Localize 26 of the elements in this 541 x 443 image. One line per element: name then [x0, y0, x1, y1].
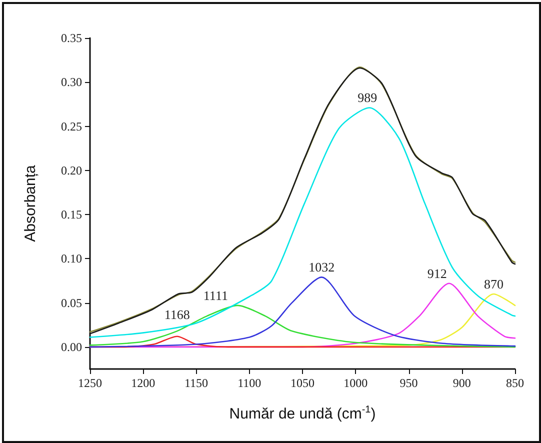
x-tick-label: 1200: [131, 376, 156, 390]
y-tick-label: 0.20: [61, 163, 82, 178]
annotation: 870: [484, 276, 504, 292]
line-series: [89, 304, 516, 348]
y-tick-label: 0.25: [61, 119, 82, 134]
y-axis-title: Absorbanța: [22, 164, 39, 242]
annotation: 989: [358, 90, 378, 106]
y-tick-label: 0.00: [61, 340, 82, 354]
x-tick-label: 900: [452, 376, 471, 390]
y-tick-label: 0.05: [61, 296, 82, 310]
x-tick-label: 1100: [238, 376, 262, 390]
annotation: 912: [427, 266, 447, 281]
x-tick-label: 950: [400, 376, 418, 390]
x-tick-label: 1000: [344, 376, 368, 390]
y-tick-label: 0.30: [61, 75, 82, 90]
y-tick-label: 0.15: [61, 208, 82, 222]
y-tick-label: 0.35: [61, 31, 82, 45]
annotation: 1111: [203, 288, 228, 303]
line-series: [89, 107, 516, 338]
annotation: 1032: [308, 260, 335, 275]
annotation: 1168: [164, 306, 190, 322]
x-tick-label: 1250: [78, 376, 102, 390]
x-tick-label: 1050: [290, 376, 314, 390]
y-tick-label: 0.10: [61, 252, 82, 266]
x-tick-label: 1150: [184, 376, 208, 390]
x-tick-label: 850: [506, 376, 524, 390]
